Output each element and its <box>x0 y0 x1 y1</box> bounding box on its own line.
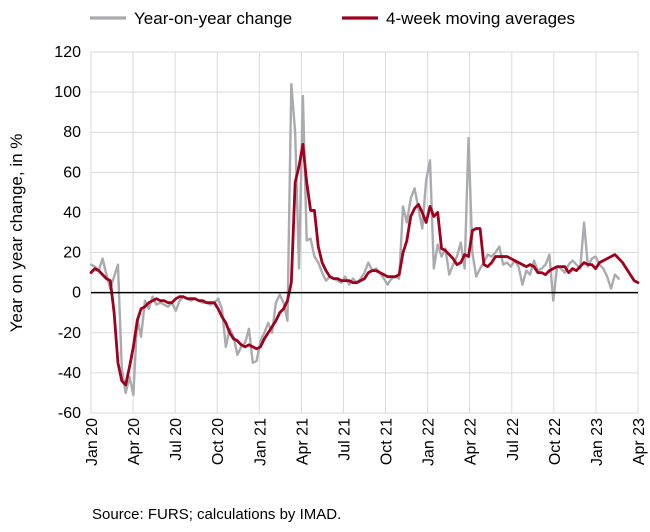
x-tick-label: Jan 23 <box>589 418 606 466</box>
x-tick-label: Apr 21 <box>294 418 311 465</box>
legend: Year-on-year change 4-week moving average… <box>90 9 575 28</box>
x-tick-label: Jul 21 <box>336 418 353 461</box>
x-tick-label: Jul 20 <box>168 418 185 461</box>
y-tick-label: -20 <box>58 325 81 342</box>
grid <box>90 51 639 414</box>
series-line-2 <box>89 142 640 387</box>
series-layer <box>89 82 640 397</box>
y-tick-label: 20 <box>63 245 81 262</box>
y-tick-label: 40 <box>63 204 81 221</box>
x-tick-label: Oct 22 <box>547 418 564 465</box>
x-tick-label: Oct 20 <box>210 418 227 465</box>
x-tick-label: Apr 20 <box>126 418 143 465</box>
x-tick-label: Apr 23 <box>631 418 648 465</box>
y-tick-label: 0 <box>72 285 81 302</box>
y-tick-label: 60 <box>63 164 81 181</box>
x-tick-label: Jan 20 <box>84 418 101 466</box>
y-tick-label: 80 <box>63 124 81 141</box>
source-note: Source: FURS; calculations by IMAD. <box>92 506 342 523</box>
plot-frame <box>90 51 639 414</box>
x-tick-label: Apr 22 <box>463 418 480 465</box>
legend-label-2: 4-week moving averages <box>386 9 575 28</box>
y-tick-label: -40 <box>58 365 81 382</box>
y-axis-title: Year on year change, in % <box>7 134 26 333</box>
y-tick-label: 100 <box>54 84 81 101</box>
x-tick-label: Jan 21 <box>252 418 269 466</box>
y-tick-label: -60 <box>58 405 81 422</box>
x-tick-label: Oct 21 <box>379 418 396 465</box>
x-tick-label: Jul 22 <box>505 418 522 461</box>
series-line-1 <box>89 82 620 397</box>
y-tick-label: 120 <box>54 44 81 61</box>
x-tick-label: Jan 22 <box>421 418 438 466</box>
legend-label-1: Year-on-year change <box>134 9 292 28</box>
